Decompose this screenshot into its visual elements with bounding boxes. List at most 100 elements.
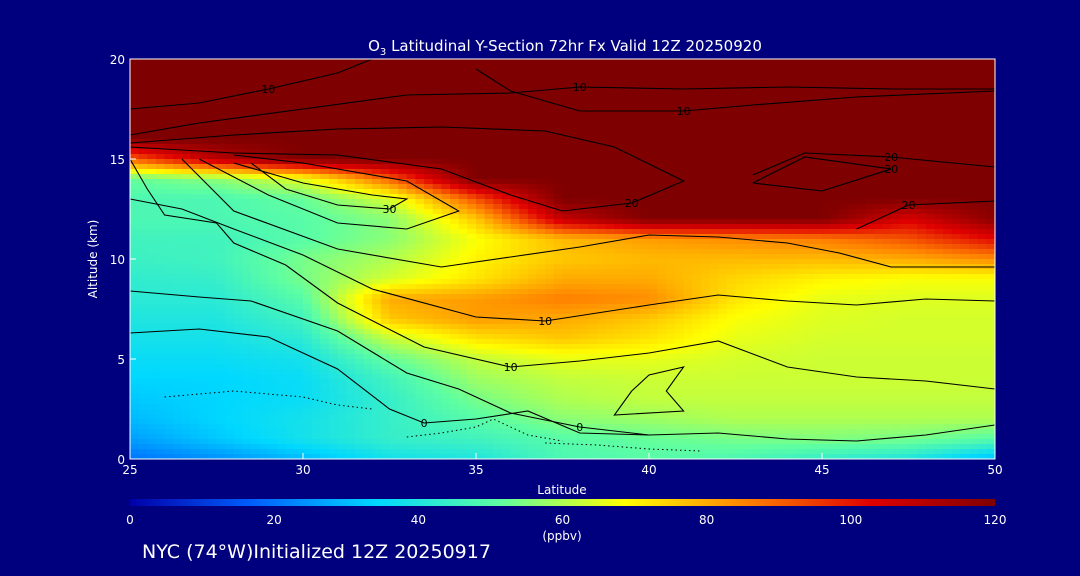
heatmap-cell (977, 84, 987, 90)
heatmap-cell (623, 304, 633, 310)
heatmap-cell (726, 149, 737, 155)
heatmap-cell (415, 134, 425, 140)
heatmap-cell (735, 234, 745, 240)
heatmap-cell (424, 64, 434, 70)
heatmap-cell (199, 304, 209, 310)
heatmap-cell (597, 239, 607, 245)
heatmap-cell (796, 214, 806, 220)
heatmap-cell (536, 139, 546, 145)
heatmap-cell (510, 199, 520, 205)
heatmap-cell (744, 149, 754, 155)
heatmap-cell (562, 144, 572, 150)
heatmap-cell (778, 174, 788, 180)
heatmap-cell (726, 64, 737, 70)
heatmap-cell (865, 89, 875, 95)
heatmap-cell (441, 89, 451, 95)
heatmap-cell (934, 259, 944, 265)
heatmap-cell (484, 199, 494, 205)
heatmap-cell (216, 174, 226, 180)
heatmap-cell (493, 89, 503, 95)
heatmap-cell (752, 244, 763, 250)
heatmap-cell (943, 99, 953, 105)
heatmap-cell (303, 89, 313, 95)
heatmap-cell (424, 229, 434, 235)
heatmap-cell (501, 289, 512, 295)
heatmap-cell (666, 239, 676, 245)
heatmap-cell (605, 294, 615, 300)
heatmap-cell (882, 289, 892, 295)
heatmap-cell (925, 149, 936, 155)
heatmap-cell (501, 219, 512, 225)
heatmap-cell (709, 204, 719, 210)
heatmap-cell (623, 89, 633, 95)
heatmap-cell (640, 229, 650, 235)
heatmap-cell (657, 154, 667, 160)
heatmap-cell (501, 129, 512, 135)
heatmap-cell (804, 294, 814, 300)
heatmap-cell (597, 79, 607, 85)
heatmap-cell (190, 219, 200, 225)
heatmap-cell (294, 149, 304, 155)
heatmap-cell (778, 224, 788, 230)
heatmap-cell (830, 109, 840, 115)
heatmap-cell (657, 194, 667, 200)
heatmap-cell (657, 99, 667, 105)
heatmap-cell (718, 254, 728, 260)
heatmap-cell (536, 219, 546, 225)
heatmap-cell (190, 194, 200, 200)
heatmap-cell (311, 264, 321, 270)
heatmap-cell (527, 109, 538, 115)
heatmap-cell (164, 164, 174, 170)
heatmap-cell (155, 84, 166, 90)
heatmap-cell (251, 299, 261, 305)
heatmap-cell (285, 94, 295, 100)
heatmap-cell (285, 64, 295, 70)
heatmap-cell (450, 304, 460, 310)
heatmap-cell (328, 139, 339, 145)
heatmap-cell (147, 289, 157, 295)
heatmap-cell (242, 139, 252, 145)
heatmap-cell (865, 139, 875, 145)
heatmap-cell (822, 289, 832, 295)
heatmap-cell (666, 294, 676, 300)
heatmap-cell (726, 259, 737, 265)
heatmap-cell (683, 119, 693, 125)
heatmap-cell (709, 289, 719, 295)
heatmap-cell (977, 289, 987, 295)
heatmap-cell (925, 189, 936, 195)
heatmap-cell (674, 229, 685, 235)
heatmap-cell (311, 174, 321, 180)
heatmap-cell (432, 144, 442, 150)
heatmap-cell (303, 64, 313, 70)
heatmap-cell (856, 84, 866, 90)
heatmap-cell (484, 124, 494, 130)
heatmap-cell (891, 189, 901, 195)
heatmap-cell (545, 219, 555, 225)
heatmap-cell (925, 279, 936, 285)
heatmap-cell (960, 214, 970, 220)
heatmap-cell (380, 69, 391, 75)
heatmap-cell (623, 249, 633, 255)
heatmap-cell (450, 264, 460, 270)
heatmap-cell (657, 274, 667, 280)
heatmap-cell (787, 234, 797, 240)
heatmap-cell (190, 154, 200, 160)
heatmap-cell (674, 294, 685, 300)
heatmap-cell (700, 219, 711, 225)
heatmap-cell (328, 134, 339, 140)
heatmap-cell (467, 59, 477, 65)
heatmap-cell (467, 304, 477, 310)
heatmap-cell (372, 299, 382, 305)
heatmap-cell (251, 274, 261, 280)
heatmap-cell (441, 244, 451, 250)
heatmap-cell (294, 269, 304, 275)
heatmap-cell (977, 129, 987, 135)
heatmap-cell (692, 279, 702, 285)
heatmap-cell (822, 249, 832, 255)
heatmap-cell (130, 149, 140, 155)
heatmap-cell (882, 134, 892, 140)
heatmap-cell (891, 169, 901, 175)
heatmap-cell (225, 304, 235, 310)
heatmap-cell (277, 59, 287, 65)
heatmap-cell (943, 269, 953, 275)
